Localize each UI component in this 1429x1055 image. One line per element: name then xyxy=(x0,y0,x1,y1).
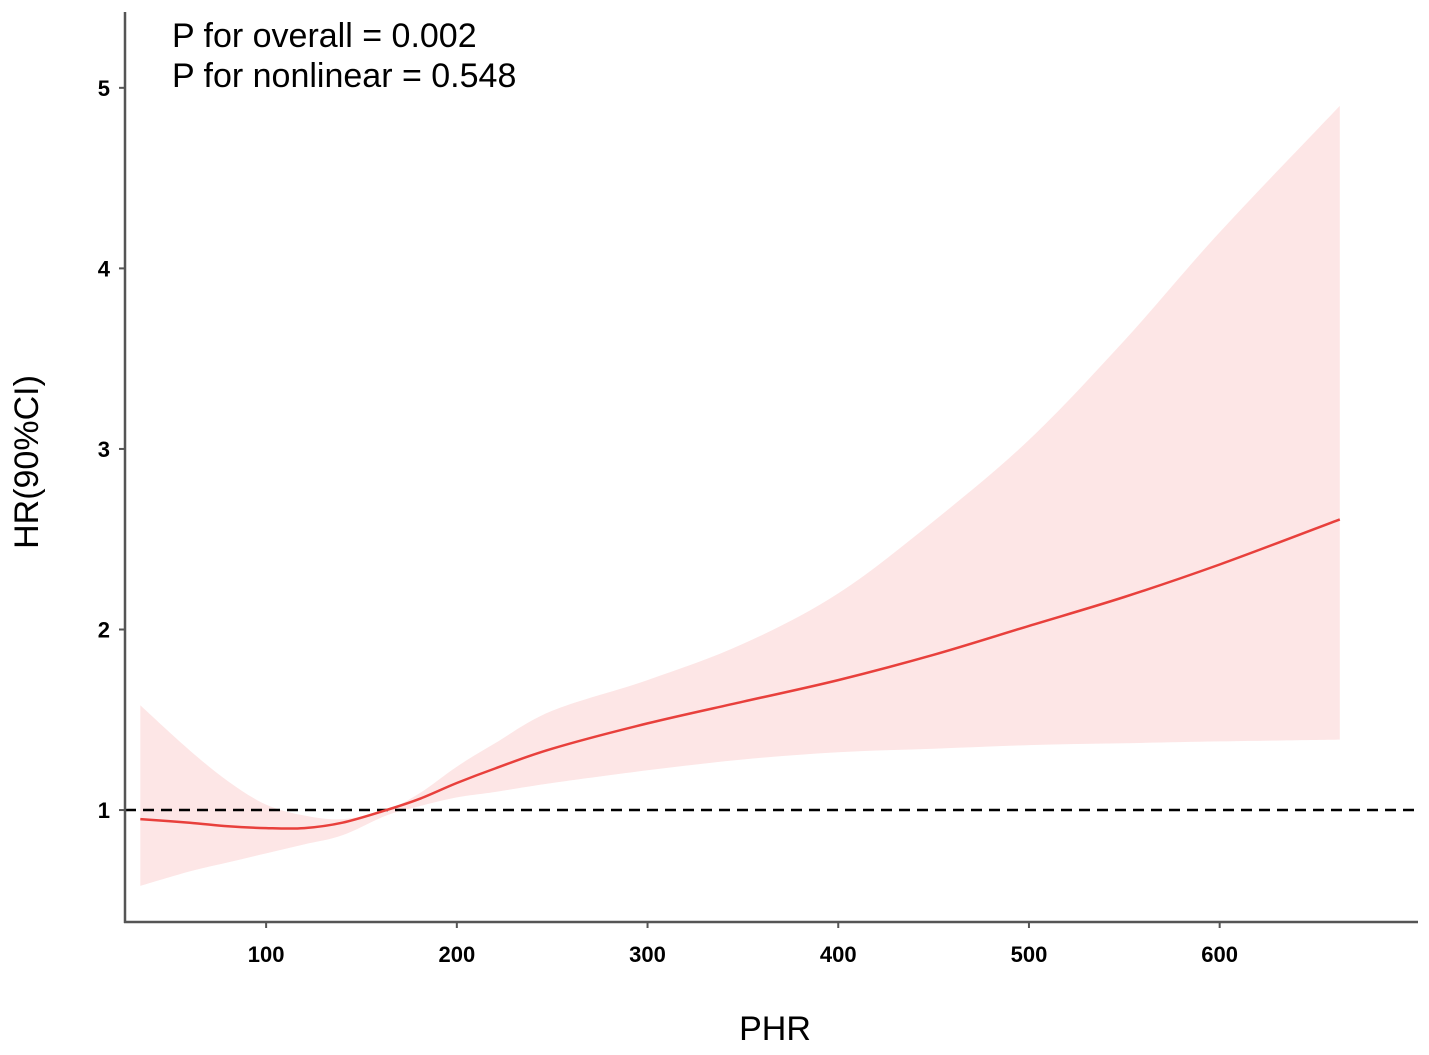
y-tick-label-5: 5 xyxy=(98,76,110,101)
y-tick-label-4: 4 xyxy=(98,256,111,281)
x-tick-label-600: 600 xyxy=(1201,942,1238,967)
x-tick-label-200: 200 xyxy=(438,942,475,967)
ci-band xyxy=(140,105,1340,886)
x-tick-label-500: 500 xyxy=(1011,942,1048,967)
x-axis-title: PHR xyxy=(739,1010,811,1048)
estimate-line-layer xyxy=(140,518,1341,830)
y-tick-label-2: 2 xyxy=(98,618,110,643)
x-tick-label-400: 400 xyxy=(820,942,857,967)
ticks: 100 200 300 400 500 600 1 2 3 4 5 xyxy=(98,76,1238,967)
annotation-p-overall: P for overall = 0.002 xyxy=(172,17,477,55)
x-tick-label-100: 100 xyxy=(248,942,285,967)
x-tick-label-300: 300 xyxy=(629,942,666,967)
annotation-p-nonlinear: P for nonlinear = 0.548 xyxy=(172,57,516,95)
hr-estimate-line xyxy=(140,518,1341,830)
y-tick-label-1: 1 xyxy=(98,798,110,823)
axes xyxy=(123,12,1418,924)
y-axis-title: HR(90%CI) xyxy=(8,375,46,549)
confidence-band-layer xyxy=(140,105,1340,886)
y-tick-label-3: 3 xyxy=(98,437,110,462)
